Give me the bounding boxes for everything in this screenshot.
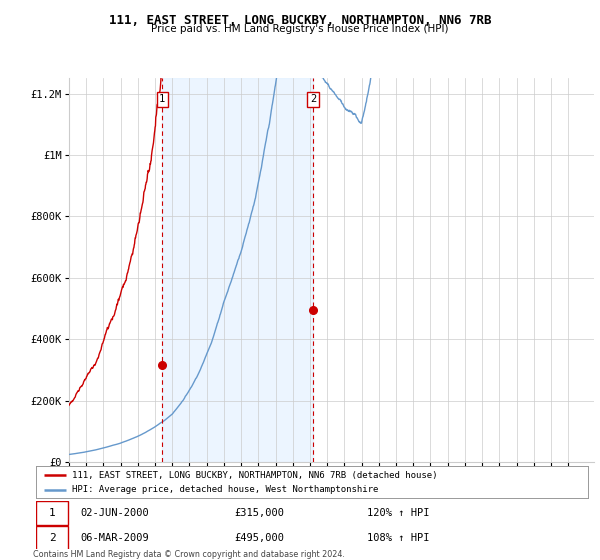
Text: £495,000: £495,000	[235, 533, 285, 543]
Text: HPI: Average price, detached house, West Northamptonshire: HPI: Average price, detached house, West…	[72, 485, 378, 494]
Text: 02-JUN-2000: 02-JUN-2000	[80, 508, 149, 518]
Text: 111, EAST STREET, LONG BUCKBY, NORTHAMPTON, NN6 7RB (detached house): 111, EAST STREET, LONG BUCKBY, NORTHAMPT…	[72, 470, 437, 479]
Bar	[162, 78, 313, 462]
Text: 120% ↑ HPI: 120% ↑ HPI	[367, 508, 430, 518]
Text: 06-MAR-2009: 06-MAR-2009	[80, 533, 149, 543]
Text: 2: 2	[49, 533, 55, 543]
Text: Price paid vs. HM Land Registry's House Price Index (HPI): Price paid vs. HM Land Registry's House …	[151, 24, 449, 34]
Text: 108% ↑ HPI: 108% ↑ HPI	[367, 533, 430, 543]
Text: 111, EAST STREET, LONG BUCKBY, NORTHAMPTON, NN6 7RB: 111, EAST STREET, LONG BUCKBY, NORTHAMPT…	[109, 14, 491, 27]
Text: 2: 2	[310, 95, 316, 105]
Text: £315,000: £315,000	[235, 508, 285, 518]
Text: 1: 1	[49, 508, 55, 518]
FancyBboxPatch shape	[36, 501, 68, 525]
Text: Contains HM Land Registry data © Crown copyright and database right 2024.
This d: Contains HM Land Registry data © Crown c…	[33, 550, 345, 560]
Text: 1: 1	[159, 95, 166, 105]
FancyBboxPatch shape	[36, 526, 68, 550]
